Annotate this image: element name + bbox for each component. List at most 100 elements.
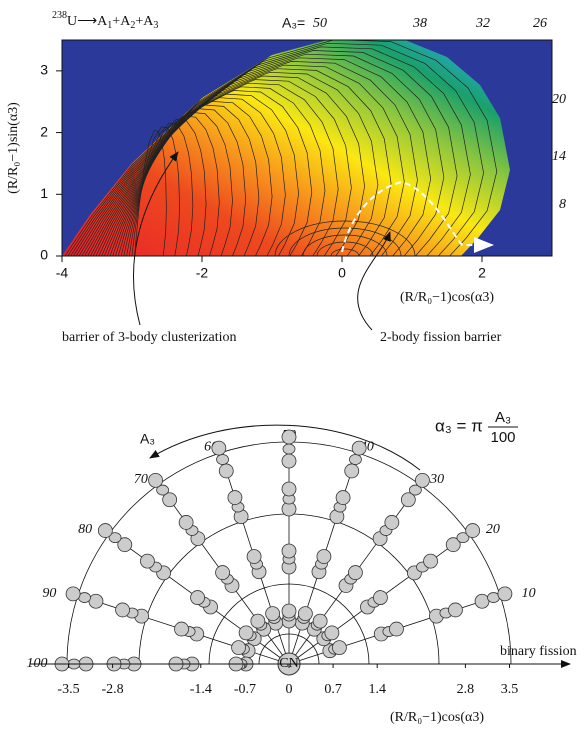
- nucleus-shape: [281, 481, 297, 497]
- annotation-arrow: [357, 231, 391, 331]
- x-tick-label: -0.7: [234, 682, 256, 697]
- y-tick-label: 0: [40, 247, 48, 263]
- x-tick-label: 3.5: [501, 682, 519, 697]
- reaction: 238U⟶A1+A2+A3: [52, 10, 158, 31]
- contour-line: [72, 50, 458, 256]
- nucleus-shape: [148, 472, 163, 488]
- x-tick-label: 0: [338, 265, 346, 281]
- nucleus-shape: [373, 590, 388, 605]
- nucleus-shape: [108, 532, 122, 544]
- nucleus-shape: [238, 625, 254, 641]
- a3-label: 38: [412, 16, 427, 31]
- contour-line: [70, 46, 471, 256]
- nucleus-shape: [140, 553, 155, 569]
- a3-label: A₃: [140, 431, 155, 447]
- x-tick-label: 0.7: [324, 682, 342, 697]
- formula-denominator: 100: [490, 429, 515, 446]
- nucleus-shape: [115, 602, 130, 618]
- a3-label: 8: [559, 197, 566, 212]
- nucleus-shape: [384, 515, 400, 530]
- annotation-arrow: [133, 151, 179, 326]
- plot-frame: [61, 39, 553, 257]
- x-tick-label: -2.8: [102, 682, 124, 697]
- contour-line: [98, 82, 339, 256]
- contour-line: [115, 104, 260, 256]
- a3-label: 14: [552, 149, 566, 164]
- y-tick-label: 2: [40, 123, 48, 139]
- nucleus-shape: [389, 621, 404, 637]
- reaction-part: U⟶A: [67, 14, 108, 29]
- ray-label: 10: [522, 586, 536, 601]
- nucleus-shape: [97, 523, 113, 538]
- contour-line: [92, 75, 365, 256]
- x-tick-label: -4: [56, 265, 69, 281]
- contour-line: [87, 68, 392, 256]
- contour-line: [109, 97, 286, 256]
- contour-line: [104, 90, 313, 256]
- contour-line: [330, 248, 360, 256]
- nucleus-shape: [250, 613, 266, 629]
- contour-line: [78, 57, 432, 256]
- contour-line: [84, 64, 405, 256]
- contour-line: [95, 79, 352, 256]
- x-tick-label: 2: [478, 265, 486, 281]
- nucleus-shape: [316, 549, 332, 564]
- nucleus-shape: [215, 565, 230, 580]
- nucleus-shape: [349, 454, 362, 465]
- x-tick-label: -2: [196, 265, 209, 281]
- mass-number: 238: [52, 10, 67, 21]
- nucleus-shape: [246, 549, 262, 564]
- nucleus-shape: [211, 440, 227, 456]
- contour-line: [123, 115, 220, 256]
- contour-line: [101, 86, 326, 256]
- nucleus-shape: [400, 492, 416, 508]
- nucleus-shape: [456, 532, 470, 544]
- nucleus-shape: [282, 443, 296, 455]
- contour-line: [106, 93, 299, 256]
- x-axis-label: (R/R₀−1)cos(α3): [400, 290, 494, 305]
- nucleus-shape: [415, 472, 430, 488]
- ray-label: 30: [429, 472, 444, 487]
- a3-label: 26: [533, 16, 547, 31]
- contour-line: [120, 111, 233, 256]
- contour-map: [62, 40, 552, 256]
- contour-line: [90, 71, 379, 256]
- contour-line: [117, 108, 247, 256]
- nucleus-shape: [265, 606, 281, 621]
- nucleus-shape: [344, 463, 360, 479]
- nucleus-shape: [281, 429, 297, 445]
- nucleus-shape: [465, 523, 481, 538]
- nucleus-shape: [117, 537, 133, 553]
- y-tick-label: 3: [40, 62, 48, 78]
- nucleus-shape: [423, 553, 438, 569]
- contour-line: [75, 53, 445, 256]
- ray-label: 20: [486, 522, 500, 537]
- a3-arrow: [149, 424, 421, 471]
- subscript: 3: [153, 20, 158, 31]
- nucleus-shape: [445, 537, 461, 553]
- nucleus-shape: [332, 640, 347, 656]
- contour-line: [302, 234, 388, 256]
- a3-label: 50: [313, 16, 327, 31]
- subscript: 1: [107, 20, 112, 31]
- nucleus-shape: [281, 543, 297, 559]
- nucleus-shape: [174, 621, 189, 637]
- nucleus-shape: [281, 603, 297, 619]
- x-tick-label: -1.4: [190, 682, 212, 697]
- nucleus-shape: [297, 606, 313, 621]
- nucleus-shape: [348, 565, 363, 580]
- fission-path: [341, 180, 494, 253]
- nucleus-shape: [231, 640, 246, 656]
- ray-label: 80: [78, 522, 92, 537]
- ray-label: 90: [42, 586, 56, 601]
- shape-diagram: 102030405060708090100CN: [27, 428, 536, 676]
- contour-line: [64, 40, 498, 256]
- y-tick-label: 1: [40, 185, 48, 201]
- contour-line: [134, 129, 167, 256]
- reaction-part: +A: [112, 14, 131, 29]
- nucleus-shape: [88, 593, 104, 609]
- nucleus-shape: [474, 593, 490, 609]
- subscript: 2: [130, 20, 135, 31]
- nucleus-shape: [156, 484, 170, 496]
